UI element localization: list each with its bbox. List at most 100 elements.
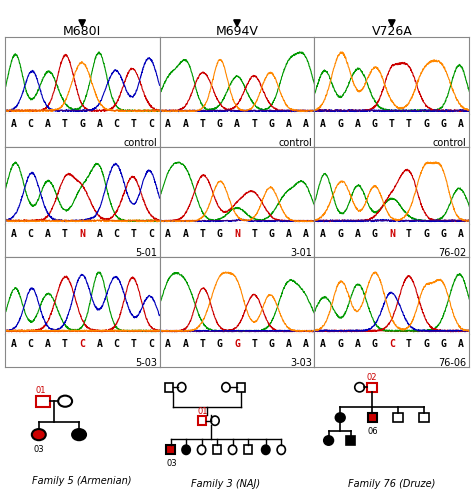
Text: T: T [131,229,137,239]
Text: 01: 01 [198,406,209,415]
Text: A: A [355,119,360,129]
Text: 76-02: 76-02 [438,247,467,258]
Text: T: T [406,229,412,239]
Text: A: A [45,229,51,239]
Circle shape [182,445,190,454]
Text: T: T [251,339,257,349]
Text: 5-01: 5-01 [135,247,157,258]
Text: A: A [96,339,102,349]
Text: C: C [114,339,119,349]
Text: A: A [182,119,188,129]
Text: A: A [45,339,51,349]
Bar [367,383,377,392]
Text: T: T [389,119,395,129]
Text: G: G [440,119,447,129]
Text: G: G [337,119,343,129]
Bar [244,445,252,454]
Text: G: G [234,339,240,349]
Text: A: A [303,229,309,239]
Text: 3-01: 3-01 [290,247,312,258]
Text: T: T [251,119,257,129]
Circle shape [211,416,219,425]
Text: G: G [217,339,223,349]
Text: G: G [372,119,378,129]
Text: T: T [62,229,68,239]
Bar [346,436,356,445]
Text: C: C [148,339,154,349]
Text: A: A [165,119,171,129]
Text: G: G [423,339,429,349]
Bar [237,383,246,392]
Bar [36,396,50,407]
Text: C: C [389,339,395,349]
Text: 03: 03 [166,458,177,467]
Text: G: G [337,229,343,239]
Text: A: A [10,119,16,129]
Text: G: G [423,119,429,129]
Bar [368,413,377,422]
Text: 76-06: 76-06 [438,358,467,367]
Text: C: C [79,339,85,349]
Circle shape [262,445,270,454]
Text: G: G [372,339,378,349]
Text: A: A [320,229,326,239]
Text: A: A [234,119,240,129]
Text: A: A [458,229,464,239]
Text: 06: 06 [367,426,378,435]
Text: A: A [286,119,292,129]
Text: G: G [372,229,378,239]
Text: A: A [10,339,16,349]
Text: T: T [131,119,137,129]
Text: N: N [389,229,395,239]
Text: control: control [278,138,312,148]
Circle shape [324,436,333,445]
Circle shape [72,429,86,440]
Text: A: A [96,119,102,129]
Text: T: T [62,339,68,349]
Text: 5-03: 5-03 [135,358,157,367]
Text: A: A [303,339,309,349]
Text: A: A [320,119,326,129]
Text: A: A [320,339,326,349]
Text: A: A [165,339,171,349]
Text: Family 3 (NAJ): Family 3 (NAJ) [191,478,261,488]
Circle shape [228,445,237,454]
Text: A: A [355,339,360,349]
Text: G: G [79,119,85,129]
Circle shape [58,396,72,407]
Text: T: T [131,339,137,349]
Bar [198,416,206,425]
Text: A: A [303,119,309,129]
Circle shape [198,445,206,454]
Text: A: A [458,119,464,129]
Text: G: G [268,339,274,349]
Text: control: control [123,138,157,148]
Text: Family 76 (Druze): Family 76 (Druze) [348,478,436,488]
Bar [165,383,173,392]
Text: 01: 01 [36,385,46,394]
Text: G: G [268,229,274,239]
Text: M680I: M680I [63,25,101,38]
Text: G: G [217,229,223,239]
Text: N: N [234,229,240,239]
Bar [166,445,175,454]
Text: A: A [182,339,188,349]
Text: G: G [440,229,447,239]
Text: A: A [10,229,16,239]
Text: V726A: V726A [372,25,412,38]
Text: C: C [148,229,154,239]
Bar [419,413,429,422]
Text: T: T [406,119,412,129]
Text: C: C [27,229,34,239]
Circle shape [178,383,186,392]
Text: C: C [27,339,34,349]
Text: Family 5 (Armenian): Family 5 (Armenian) [32,475,132,485]
Text: M694V: M694V [216,25,258,38]
Text: T: T [62,119,68,129]
Bar [393,413,403,422]
Text: 3-03: 3-03 [290,358,312,367]
Text: G: G [337,339,343,349]
Bar [213,445,221,454]
Text: A: A [45,119,51,129]
Circle shape [277,445,285,454]
